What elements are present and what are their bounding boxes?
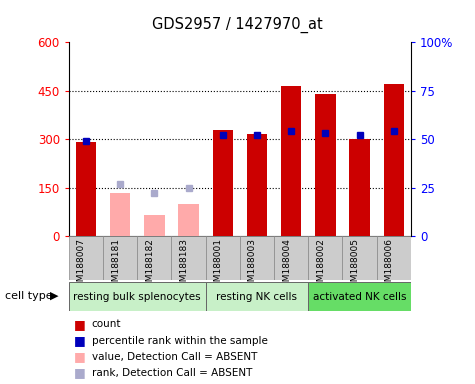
Bar	[171, 236, 206, 280]
Bar	[206, 282, 308, 311]
Text: rank, Detection Call = ABSENT: rank, Detection Call = ABSENT	[92, 368, 252, 378]
Bar	[315, 94, 336, 236]
Text: activated NK cells: activated NK cells	[313, 291, 406, 302]
Text: ▶: ▶	[50, 291, 58, 301]
Bar	[110, 192, 131, 236]
Text: value, Detection Call = ABSENT: value, Detection Call = ABSENT	[92, 352, 257, 362]
Bar	[308, 282, 411, 311]
Text: percentile rank within the sample: percentile rank within the sample	[92, 336, 267, 346]
Bar	[247, 134, 267, 236]
Bar	[240, 236, 274, 280]
Text: GSM188183: GSM188183	[180, 238, 189, 293]
Bar	[342, 236, 377, 280]
Text: GSM188003: GSM188003	[248, 238, 257, 293]
Text: ■: ■	[74, 318, 86, 331]
Bar	[103, 236, 137, 280]
Text: GSM188181: GSM188181	[111, 238, 120, 293]
Text: ■: ■	[74, 350, 86, 363]
Bar	[137, 236, 171, 280]
Bar	[69, 282, 206, 311]
Bar	[377, 236, 411, 280]
Text: GSM188007: GSM188007	[77, 238, 86, 293]
Text: GSM188005: GSM188005	[351, 238, 360, 293]
Bar	[308, 236, 342, 280]
Bar	[383, 84, 404, 236]
Bar	[349, 139, 370, 236]
Text: cell type: cell type	[5, 291, 52, 301]
Text: ■: ■	[74, 366, 86, 379]
Bar	[281, 86, 302, 236]
Bar	[144, 215, 165, 236]
Text: ■: ■	[74, 334, 86, 347]
Bar	[178, 204, 199, 236]
Text: GSM188182: GSM188182	[145, 238, 154, 293]
Bar	[212, 129, 233, 236]
Bar	[274, 236, 308, 280]
Text: count: count	[92, 319, 121, 329]
Text: GSM188004: GSM188004	[282, 238, 291, 293]
Text: GSM188001: GSM188001	[214, 238, 223, 293]
Text: resting bulk splenocytes: resting bulk splenocytes	[74, 291, 201, 302]
Text: GSM188002: GSM188002	[316, 238, 325, 293]
Text: GDS2957 / 1427970_at: GDS2957 / 1427970_at	[152, 17, 323, 33]
Text: GSM188006: GSM188006	[385, 238, 394, 293]
Text: resting NK cells: resting NK cells	[217, 291, 297, 302]
Bar	[206, 236, 240, 280]
Bar	[69, 236, 103, 280]
Bar	[76, 142, 96, 236]
